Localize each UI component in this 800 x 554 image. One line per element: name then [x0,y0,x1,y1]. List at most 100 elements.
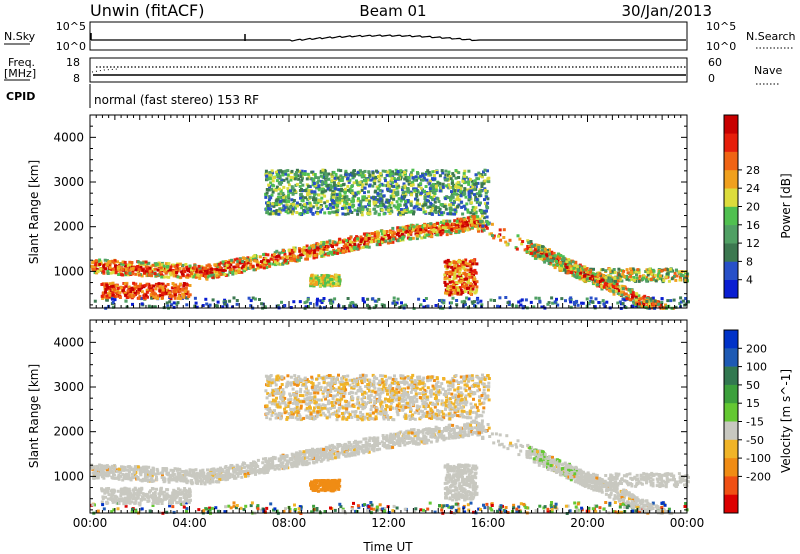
scatter-cell [420,236,424,240]
scatter-cell [474,182,478,186]
scatter-cell [449,206,453,210]
scatter-cell [173,265,177,269]
scatter-cell [355,181,359,184]
scatter-cell [401,304,405,308]
scatter-cell [346,208,350,212]
scatter-cell [224,266,228,270]
scatter-cell [658,270,662,273]
scatter-cell [400,301,403,305]
scatter-cell [453,223,457,227]
scatter-cell [387,198,391,202]
scatter-cell [538,254,542,258]
scatter-cell [483,211,487,215]
scatter-cell [389,207,393,210]
scatter-cell [168,295,172,299]
scatter-cell [158,286,162,290]
scatter-cell [415,194,419,198]
scatter-cell [638,274,642,278]
scatter-cell [128,295,132,299]
scatter-cell [175,271,179,274]
scatter-cell [564,299,567,303]
scatter-cell [339,184,343,188]
scatter-cell [258,255,262,259]
scatter-cell [168,291,172,295]
scatter-cell [480,214,484,218]
scatter-cell [422,230,426,234]
scatter-cell [431,223,435,227]
scatter-cell [456,291,460,295]
scatter-cell [450,265,454,269]
y-tick-label: 4000 [53,130,84,144]
scatter-cell [666,268,669,272]
scatter-cell [558,261,562,265]
scatter-cell [262,253,266,257]
scatter-cell [450,272,454,276]
scatter-cell [377,297,381,301]
scatter-cell [666,299,670,303]
scatter-cell [350,185,354,189]
scatter-cell [371,239,375,242]
scatter-cell [431,206,435,210]
scatter-cell [438,207,442,211]
scatter-cell [289,203,293,206]
scatter-cell [635,292,639,296]
scatter-cell [130,286,134,290]
cpid-text: normal (fast stereo) 153 RF [94,93,259,107]
scatter-cell [293,248,297,252]
scatter-cell [196,273,200,277]
scatter-cell [303,189,307,192]
scatter-cell [294,175,298,179]
scatter-cell [472,188,476,192]
scatter-cell [374,236,378,240]
scatter-cell [438,230,442,234]
scatter-cell [111,293,115,297]
scatter-cell [228,259,232,263]
scatter-cell [342,198,346,202]
scatter-cell [444,229,448,233]
power-x-axis [89,115,688,308]
scatter-cell [164,270,168,274]
scatter-cell [448,275,452,279]
scatter-cell [365,245,369,249]
scatter-cell [434,188,438,192]
scatter-cell [593,305,597,309]
scatter-cell [318,251,322,255]
scatter-cell [310,251,314,254]
scatter-cell [268,176,272,180]
scatter-cell [309,282,313,286]
scatter-cell [386,170,390,174]
scatter-cell [113,259,117,263]
scatter-cell [653,273,657,277]
scatter-cell [306,257,309,261]
scatter-cell [475,285,479,289]
scatter-cell [428,211,432,215]
scatter-cell [623,298,627,302]
scatter-cell [376,198,380,202]
scatter-cell [389,194,393,198]
scatter-cell [180,270,184,274]
scatter-cell [561,261,565,265]
scatter-cell [436,228,440,232]
scatter-cell [428,182,432,186]
scatter-cell [602,274,605,278]
scatter-cell [130,261,134,264]
scatter-cell [320,301,324,304]
scatter-cell [305,201,309,205]
scatter-cell [305,244,309,248]
scatter-cell [210,273,214,277]
scatter-cell [299,196,302,200]
scatter-cell [137,288,141,292]
scatter-cell [650,273,654,276]
scatter-cell [385,184,389,188]
freq-tick-bottom: 8 [73,72,80,85]
scatter-cell [387,208,391,212]
scatter-cell [134,268,138,272]
scatter-cell [415,178,418,182]
scatter-cell [463,227,467,231]
scatter-cell [390,210,394,214]
scatter-cell [463,290,467,293]
scatter-cell [330,250,334,254]
scatter-cell [275,170,278,174]
scatter-cell [460,219,464,223]
